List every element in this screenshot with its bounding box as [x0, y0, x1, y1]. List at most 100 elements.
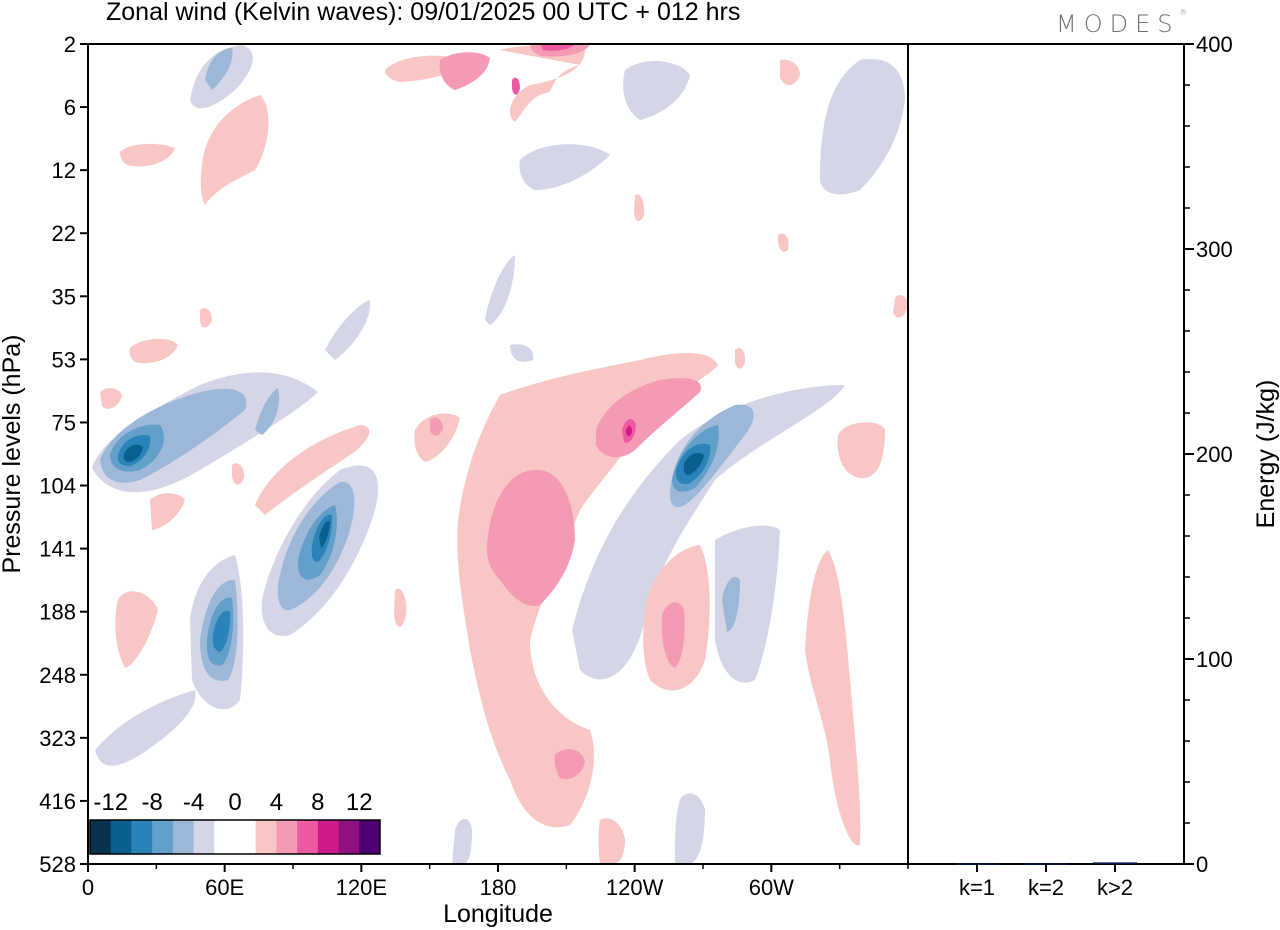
- colorbar-swatch: [131, 820, 153, 854]
- contour-pos-4: [486, 469, 575, 606]
- colorbar-swatch: [235, 820, 257, 854]
- energy-bars: k=1 k=2 k>2: [955, 862, 1137, 900]
- x-tick-label: 60W: [749, 875, 794, 900]
- energy-plot-frame: [907, 43, 1185, 865]
- x-axis: 0 60E 120E 180 120W 60W: [82, 864, 909, 900]
- contour-neg-10: [683, 452, 704, 475]
- contour-pos-4: [439, 52, 490, 90]
- contour-neg-2: [820, 59, 905, 195]
- brand-mark: ®: [1179, 8, 1188, 17]
- colorbar-swatch: [90, 820, 112, 854]
- contour-pos-4: [554, 749, 585, 780]
- energy-x-label: k>2: [1097, 875, 1133, 900]
- energy-tick-label: 0: [1196, 852, 1208, 877]
- y-tick-label: 528: [39, 852, 76, 877]
- contour-pos-2: [500, 45, 585, 122]
- x-axis-label: Longitude: [443, 900, 553, 928]
- contour-pos-2: [805, 550, 861, 846]
- y-axis-label: Pressure levels (hPa): [0, 335, 26, 574]
- colorbar-label: 8: [311, 789, 324, 816]
- contour-neg-2: [452, 818, 472, 864]
- wind-field: [92, 44, 908, 864]
- contour-pos-2: [200, 308, 212, 328]
- contour-pos-2: [780, 59, 800, 86]
- contour-neg-4: [255, 388, 280, 435]
- contour-pos-2: [837, 422, 885, 479]
- colorbar-swatch: [338, 820, 360, 854]
- colorbar-swatch: [359, 820, 381, 854]
- contour-pos-4: [661, 602, 685, 668]
- contour-pos-2: [634, 194, 645, 222]
- contour-pos-4: [596, 378, 701, 458]
- x-tick-label: 180: [480, 875, 517, 900]
- x-tick-label: 120E: [336, 875, 387, 900]
- contour-neg-2: [715, 525, 780, 683]
- contour-pos-2: [598, 818, 625, 864]
- x-tick-label: 60E: [205, 875, 244, 900]
- x-tick-label: 120W: [606, 875, 664, 900]
- energy-tick-label: 100: [1196, 647, 1233, 672]
- y-tick-label: 6: [64, 95, 76, 120]
- contour-neg-4: [205, 48, 233, 90]
- y-tick-label: 323: [39, 726, 76, 751]
- colorbar-label: 4: [270, 789, 283, 816]
- contour-pos-2: [120, 143, 175, 167]
- y-tick-label: 416: [39, 789, 76, 814]
- colorbar-label: 12: [346, 789, 373, 816]
- contour-pos-2: [777, 233, 789, 252]
- colorbar: -12 -8 -4 0 4 8 12: [89, 789, 381, 855]
- contour-neg-8: [212, 610, 231, 652]
- contour-pos-2: [115, 591, 158, 668]
- energy-x-label: k=1: [959, 875, 995, 900]
- contour-pos-2: [457, 353, 718, 828]
- colorbar-label: -12: [93, 789, 128, 816]
- contour-pos-2: [255, 425, 370, 515]
- colorbar-label: -4: [183, 789, 204, 816]
- colorbar-label: 0: [228, 789, 241, 816]
- y-tick-label: 188: [39, 600, 76, 625]
- energy-x-label: k=2: [1028, 875, 1064, 900]
- contour-neg-4: [722, 576, 740, 632]
- colorbar-swatch: [317, 820, 340, 854]
- colorbar-label: -8: [141, 789, 162, 816]
- chart-title: Zonal wind (Kelvin waves): 09/01/2025 00…: [106, 0, 741, 26]
- energy-axis-label: Energy (J/kg): [1252, 380, 1280, 529]
- contour-neg-2: [675, 793, 705, 864]
- contour-neg-10: [123, 444, 143, 462]
- y-tick-label: 35: [52, 284, 76, 309]
- colorbar-swatch: [110, 820, 132, 854]
- contour-pos-6: [512, 77, 520, 95]
- energy-tick-label: 400: [1196, 32, 1233, 57]
- colorbar-frame: [89, 819, 381, 855]
- colorbar-swatch: [193, 820, 215, 854]
- y-tick-label: 12: [52, 158, 76, 183]
- y-tick-label: 141: [39, 537, 76, 562]
- contour-pos-2: [150, 493, 185, 530]
- contour-neg-2: [572, 385, 845, 680]
- y-tick-label: 22: [52, 221, 76, 246]
- contour-pos-2: [200, 95, 269, 205]
- colorbar-swatch: [276, 820, 298, 854]
- brand-text: MODES: [1056, 10, 1180, 38]
- y-tick-label: 75: [52, 410, 76, 435]
- contour-neg-2: [510, 344, 534, 362]
- contour-pos-4: [430, 417, 443, 436]
- brand-logo: MODES®: [1056, 8, 1188, 38]
- colorbar-swatch: [152, 820, 174, 854]
- contour-pos-8: [626, 425, 632, 437]
- contour-neg-2: [519, 144, 610, 190]
- y-tick-label: 53: [52, 347, 76, 372]
- energy-tick-label: 200: [1196, 442, 1233, 467]
- y-tick-label: 104: [39, 474, 76, 499]
- contour-neg-2: [623, 60, 690, 120]
- contour-neg-2: [325, 300, 371, 360]
- colorbar-swatch: [172, 820, 195, 854]
- y-tick-label: 248: [39, 663, 76, 688]
- y-axis: 2 6 12 22 35 53 75 104 141 188 248 323 416 528: [39, 32, 88, 877]
- colorbar-swatch: [255, 820, 277, 854]
- colorbar-swatch: [297, 820, 319, 854]
- contour-pos-6: [540, 44, 575, 51]
- contour-neg-2: [485, 255, 515, 325]
- contour-pos-2: [735, 348, 746, 369]
